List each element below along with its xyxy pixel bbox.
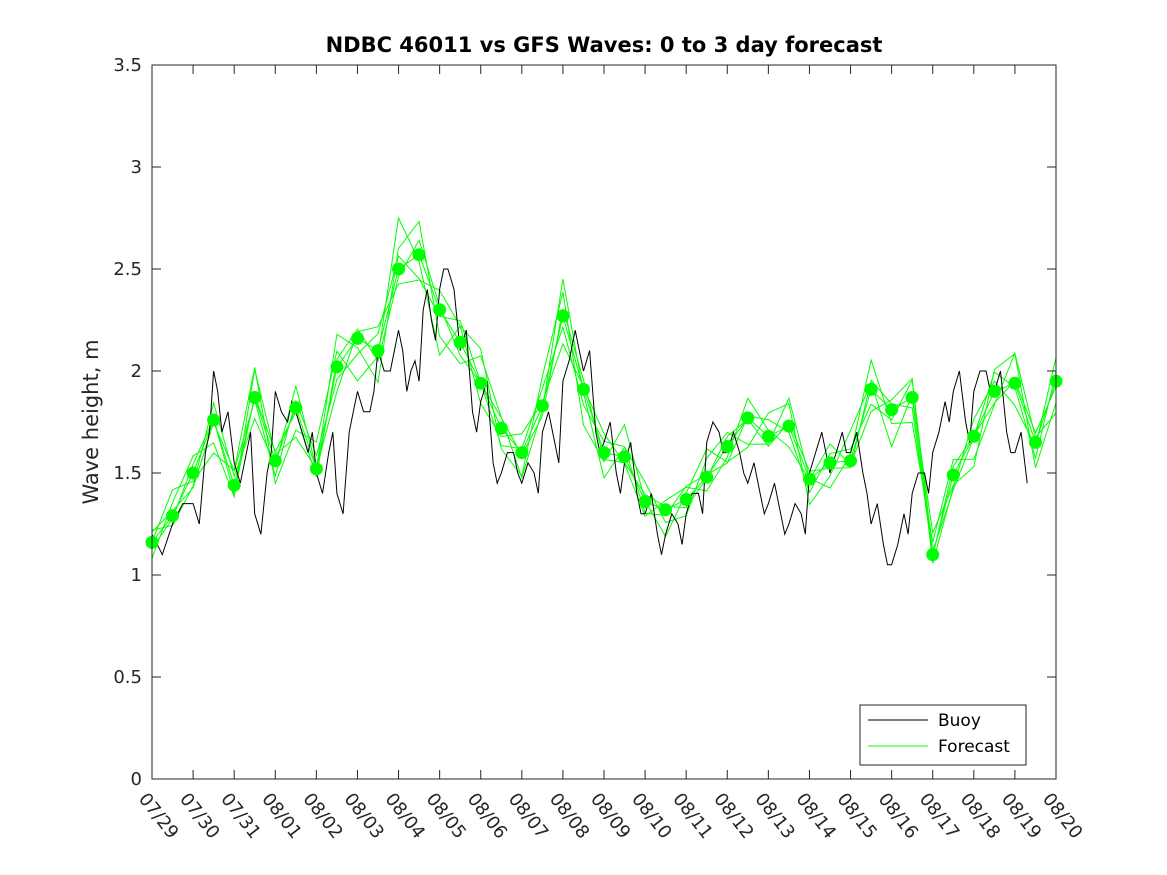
- forecast-point: [720, 440, 734, 453]
- forecast-point: [864, 382, 878, 396]
- forecast-point: [1029, 435, 1042, 449]
- forecast-point: [987, 384, 1001, 398]
- forecast-point: [433, 303, 447, 317]
- forecast-point: [803, 472, 816, 486]
- y-tick-label: 2.5: [113, 259, 142, 280]
- forecast-point: [577, 382, 590, 396]
- forecast-point: [556, 309, 570, 323]
- forecast-point: [474, 376, 488, 390]
- forecast-point: [597, 446, 611, 460]
- y-tick-label: 2: [131, 361, 142, 382]
- forecast-point: [926, 548, 940, 562]
- forecast-point: [700, 470, 714, 484]
- forecast-line-1: [151, 279, 1057, 564]
- forecast-point: [330, 360, 344, 374]
- y-tick-label: 1: [131, 565, 142, 586]
- y-tick-label: 0.5: [113, 667, 142, 688]
- forecast-point: [289, 401, 303, 415]
- forecast-point: [844, 454, 857, 468]
- forecast-point: [494, 421, 508, 435]
- y-tick-label: 3.5: [113, 55, 142, 76]
- chart-title: NDBC 46011 vs GFS Waves: 0 to 3 day fore…: [326, 33, 883, 57]
- forecast-point: [761, 429, 775, 443]
- forecast-point: [618, 450, 631, 464]
- forecast-point: [166, 509, 179, 523]
- forecast-point: [638, 495, 652, 509]
- legend: Buoy Forecast: [859, 704, 1027, 766]
- forecast-line-4: [151, 220, 1057, 559]
- plot-area: [152, 65, 1056, 779]
- forecast-point: [351, 331, 364, 345]
- forecast-point: [186, 466, 200, 480]
- forecast-points: [145, 248, 1063, 562]
- forecast-point: [207, 413, 221, 427]
- forecast-point: [227, 478, 241, 492]
- forecast-point: [659, 503, 673, 517]
- forecast-point: [309, 462, 323, 476]
- forecast-point: [1008, 376, 1022, 390]
- forecast-point: [741, 411, 755, 425]
- y-tick-label: 0: [131, 769, 142, 790]
- y-axis-label: Wave height, m: [79, 339, 103, 504]
- y-axis-ticks: 0 0.5 1 1.5 2 2.5 3 3.5: [113, 55, 1056, 790]
- forecast-point: [248, 391, 262, 404]
- forecast-point: [823, 456, 837, 470]
- forecast-point: [268, 454, 282, 468]
- forecast-point: [515, 446, 529, 460]
- legend-box: [859, 704, 1027, 766]
- legend-forecast-label: Forecast: [938, 737, 1010, 757]
- forecast-point: [453, 335, 467, 349]
- forecast-point: [885, 403, 899, 417]
- forecast-point: [967, 429, 981, 443]
- y-tick-label: 1.5: [113, 463, 142, 484]
- y-tick-label: 3: [131, 157, 142, 178]
- forecast-point: [905, 391, 919, 404]
- forecast-point: [412, 248, 426, 262]
- legend-buoy-label: Buoy: [938, 711, 981, 731]
- forecast-point: [392, 262, 405, 276]
- forecast-point: [946, 468, 960, 482]
- forecast-point: [679, 493, 693, 506]
- forecast-point: [371, 344, 385, 358]
- forecast-point: [535, 399, 549, 413]
- forecast-point: [782, 419, 796, 433]
